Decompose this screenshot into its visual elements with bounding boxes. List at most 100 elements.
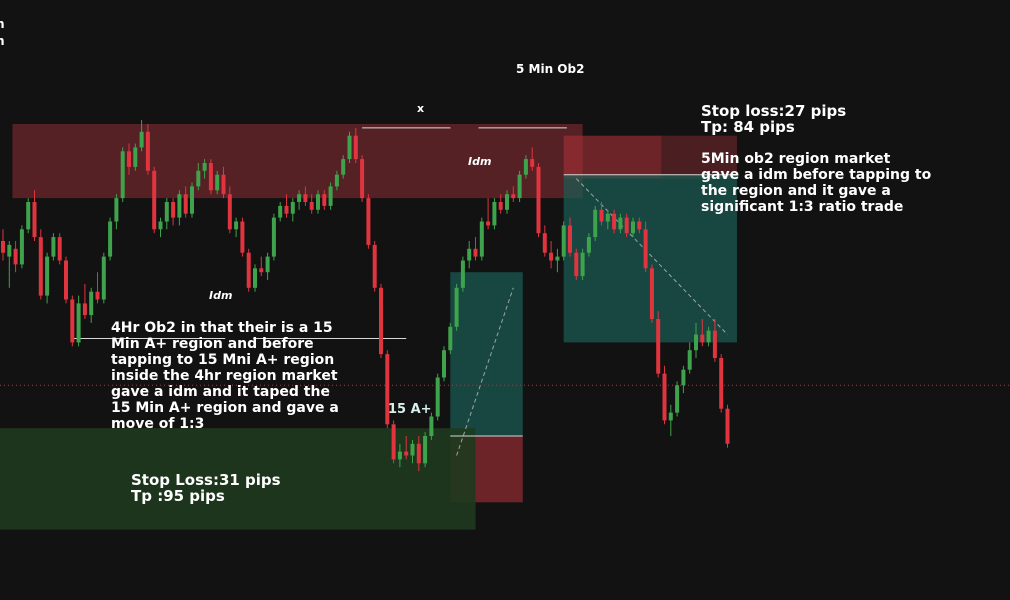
candle-body — [26, 202, 31, 230]
candle — [549, 241, 554, 269]
candle — [108, 217, 113, 261]
candle-body — [183, 194, 188, 214]
candle-body — [1, 241, 5, 253]
candle — [410, 439, 415, 464]
candle-body — [202, 163, 207, 171]
candle-body — [410, 443, 415, 456]
candle-body — [712, 330, 717, 358]
candle-body — [177, 194, 182, 218]
candle-body — [152, 170, 157, 230]
candle-body — [360, 159, 365, 199]
candle-body — [649, 268, 654, 319]
candle — [190, 182, 194, 218]
candle-body — [108, 221, 113, 257]
candle-body — [334, 174, 339, 187]
candle-body — [643, 229, 648, 269]
candle — [234, 217, 239, 238]
candle — [473, 237, 478, 261]
4hr-ob2-zone — [12, 124, 583, 199]
candle — [145, 124, 150, 175]
candle — [114, 194, 119, 230]
candle — [624, 213, 629, 238]
candle — [13, 241, 18, 273]
trade-path-15min — [456, 287, 514, 456]
candle — [196, 163, 201, 191]
candle — [316, 190, 320, 214]
candle — [498, 194, 503, 214]
candle — [656, 311, 661, 378]
candle-body — [486, 221, 491, 226]
candle-body — [429, 416, 434, 436]
candle-body — [120, 151, 125, 199]
candle — [687, 342, 692, 374]
candle-body — [530, 159, 535, 167]
candle — [259, 256, 264, 277]
candle — [328, 182, 333, 210]
candle-body — [347, 135, 352, 160]
candle-body — [454, 287, 459, 327]
candle — [448, 322, 453, 355]
candle-body — [523, 159, 528, 175]
ob2-5min-title: 5 Min Ob2 — [516, 62, 585, 76]
candle-body — [234, 221, 239, 230]
candle — [158, 217, 163, 238]
candle — [353, 127, 358, 163]
candle-body — [240, 221, 245, 253]
candle — [568, 217, 572, 257]
candle-body — [309, 202, 314, 210]
candle-body — [89, 291, 94, 316]
candle-body — [505, 194, 509, 210]
candle — [391, 420, 396, 464]
candle — [26, 198, 31, 234]
candle-body — [460, 260, 465, 288]
candle-body — [397, 451, 402, 460]
candle — [152, 166, 157, 234]
note-4hr-risk: Stop Loss:31 pips Tp :95 pips — [131, 471, 281, 505]
candle — [694, 322, 698, 358]
candle-body — [82, 303, 87, 316]
candle — [492, 198, 497, 230]
candle-body — [353, 135, 358, 160]
candle — [309, 194, 314, 214]
candle — [599, 202, 604, 226]
candle-body — [719, 358, 724, 409]
candle-body — [246, 252, 251, 288]
candle — [479, 217, 484, 261]
candle — [284, 194, 289, 218]
candle — [265, 252, 270, 280]
candle-body — [45, 256, 50, 296]
candle-body — [681, 369, 686, 386]
candle — [133, 143, 138, 171]
candle — [580, 248, 585, 280]
candle — [70, 295, 75, 347]
candle — [397, 443, 402, 468]
candle — [511, 186, 516, 202]
candle — [7, 241, 12, 288]
candle — [605, 209, 610, 230]
candle — [372, 241, 377, 292]
candle — [675, 381, 680, 417]
candle — [712, 319, 717, 362]
candle — [423, 432, 428, 468]
candle-body — [385, 354, 390, 425]
candle — [442, 346, 446, 382]
candle-body — [265, 256, 270, 273]
candle-body — [145, 131, 150, 171]
candle — [347, 131, 352, 163]
candle — [637, 217, 642, 234]
candle — [725, 404, 730, 448]
candle-body — [536, 166, 541, 234]
candle — [334, 170, 339, 191]
aplus-15min-label: 15 A+ — [388, 402, 432, 417]
candle — [649, 264, 654, 323]
candle — [227, 186, 232, 234]
candle — [240, 217, 245, 257]
candle — [505, 190, 509, 214]
candle — [76, 295, 81, 347]
candle — [177, 190, 182, 226]
candle — [95, 272, 100, 304]
candle-body — [341, 159, 346, 175]
candle — [38, 229, 43, 300]
candle — [523, 155, 528, 179]
